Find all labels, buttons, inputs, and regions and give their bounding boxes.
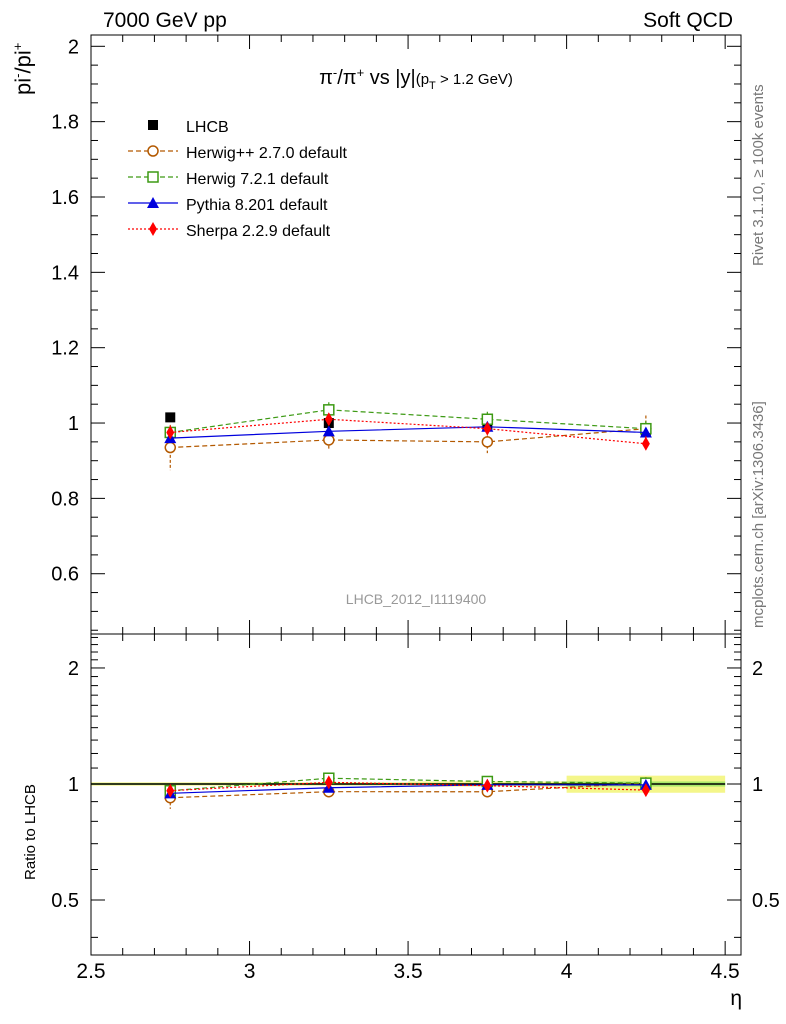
x-tick-label: 4 [561,960,573,983]
header-energy-label: 7000 GeV pp [103,9,227,32]
pythia-8-201-default-point [322,425,335,437]
ratio-sherpa-2-2-9-default-point [483,778,492,793]
x-tick-label: 3.5 [393,960,422,983]
ratio-tick-label: 0.5 [51,890,79,912]
ratio-sherpa-2-2-9-default-point [641,783,650,798]
legend-sherpa-2-2-9-default-label: Sherpa 2.2.9 default [186,223,331,240]
x-tick-label: 2.5 [76,960,105,983]
y-tick-label: 1 [68,413,79,435]
ratio-tick-label: 2 [68,658,79,680]
y-tick-label: 1.6 [51,187,79,209]
ratio-axis-label: Ratio to LHCB [22,784,39,880]
data-point [165,412,176,423]
sherpa-2-2-9-default-point [483,421,492,436]
y-tick-label: 1.8 [51,112,79,134]
x-axis-label: η [730,987,742,1010]
legend-herwig-2-7-0-default-label: Herwig++ 2.7.0 default [186,145,348,162]
rivet-version-text: Rivet 3.1.10, ≥ 100k events [750,84,767,266]
y-tick-label: 0.8 [51,488,79,510]
ratio-tick-label: 1 [68,774,79,796]
ratio-herwig-7-2-1-default-line [170,777,646,792]
y-axis-label: pi-/pi+ [10,42,36,95]
sherpa-2-2-9-default-point [324,412,333,427]
herwig-2-7-0-default-point [164,441,177,454]
x-tick-label: 4.5 [711,960,740,983]
ratio-tick-label-right: 0.5 [752,890,780,912]
chart-title: π-/π+ vs |y|(pT > 1.2 GeV) [319,65,513,92]
herwig-7-2-1-default-line [170,409,646,434]
herwig-2-7-0-default-line [170,428,646,449]
y-tick-label: 1.2 [51,338,79,360]
ratio-sherpa-2-2-9-default-line [170,781,646,792]
herwig-2-7-0-default-point [481,436,494,448]
legend-sherpa-2-2-9-default-marker [149,222,157,236]
ratio-plot-frame [90,633,742,956]
pythia-8-201-default-line [170,426,646,439]
analysis-tag: LHCB_2012_I1119400 [346,591,487,607]
ratio-sherpa-2-2-9-default-point [166,783,175,798]
y-tick-label: 0.6 [51,564,79,586]
legend-herwig-2-7-0-default-marker [147,145,159,157]
x-tick-label: 3 [244,960,256,983]
herwig-2-7-0-default-point [323,434,335,446]
y-tick-label: 1.4 [51,262,79,284]
sherpa-2-2-9-default-line [170,418,646,445]
mcplots-credit-text: mcplots.cern.ch [arXiv:1306.3436] [750,401,767,628]
legend-pythia-8-201-default-label: Pythia 8.201 default [186,197,328,214]
legend-pythia-8-201-default-marker [147,197,159,208]
sherpa-2-2-9-default-point [641,436,650,451]
header-category-label: Soft QCD [643,9,733,32]
pythia-8-201-default-point [639,426,652,438]
y-tick-label: 2 [68,36,79,58]
ratio-sherpa-2-2-9-default-point [324,775,333,790]
sherpa-2-2-9-default-point [166,425,175,440]
ratio-tick-label-right: 2 [752,658,763,680]
ratio-pythia-8-201-default-line [170,784,646,794]
legend-lhcb-label: LHCB [186,119,229,136]
legend-herwig-7-2-1-default-marker [147,171,159,183]
ratio-tick-label-right: 1 [752,774,763,796]
legend-herwig-7-2-1-default-label: Herwig 7.2.1 default [186,171,329,188]
legend-lhcb-marker [148,120,158,130]
